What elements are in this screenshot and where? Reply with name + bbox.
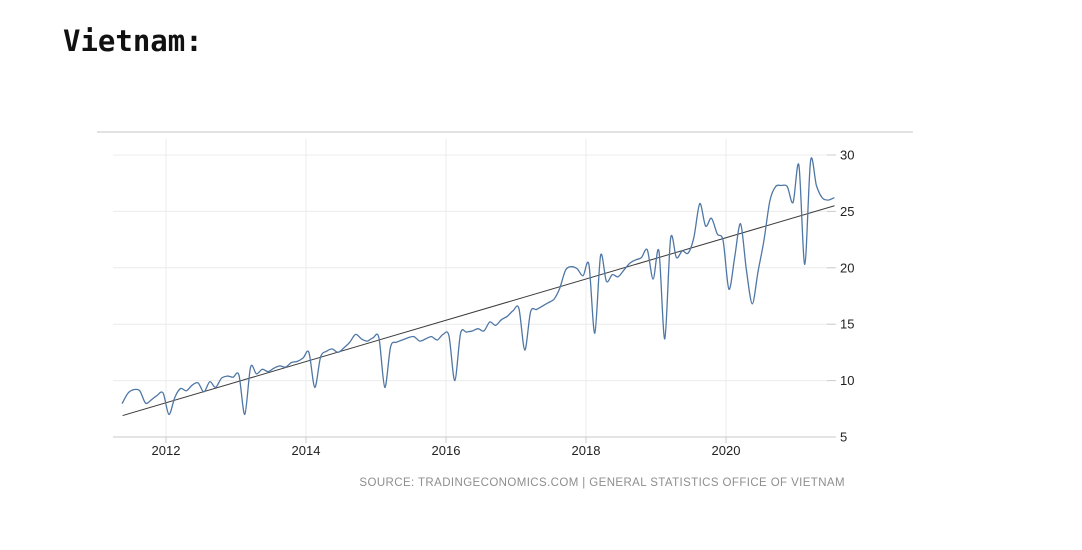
x-axis-label: 2014 (292, 443, 321, 458)
chart-source-text: SOURCE: TRADINGECONOMICS.COM | GENERAL S… (359, 477, 845, 489)
y-axis-label: 25 (840, 204, 854, 219)
page-title: Vietnam: (63, 24, 203, 58)
exports-chart: 30 25 20 15 10 5 2012 2014 2016 2018 2020 SOURCE: … (97, 131, 913, 502)
exports-line-chart-canvas: 30 25 20 15 10 5 2012 2014 2016 2018 2020 (97, 131, 913, 458)
exports-series-line (121, 157, 835, 416)
y-axis-label: 10 (840, 373, 854, 388)
x-axis-label: 2012 (152, 443, 181, 458)
y-axis-label: 30 (840, 148, 854, 163)
gridlines: 30 25 20 15 10 5 2012 2014 2016 2018 2020 (113, 139, 854, 458)
x-axis-label: 2018 (572, 443, 601, 458)
y-axis-label: 20 (840, 260, 854, 275)
x-axis-label: 2020 (712, 443, 741, 458)
x-axis-label: 2016 (432, 443, 461, 458)
y-axis-label: 15 (840, 317, 854, 332)
trend-line (122, 205, 835, 417)
y-axis-label: 5 (840, 430, 847, 445)
